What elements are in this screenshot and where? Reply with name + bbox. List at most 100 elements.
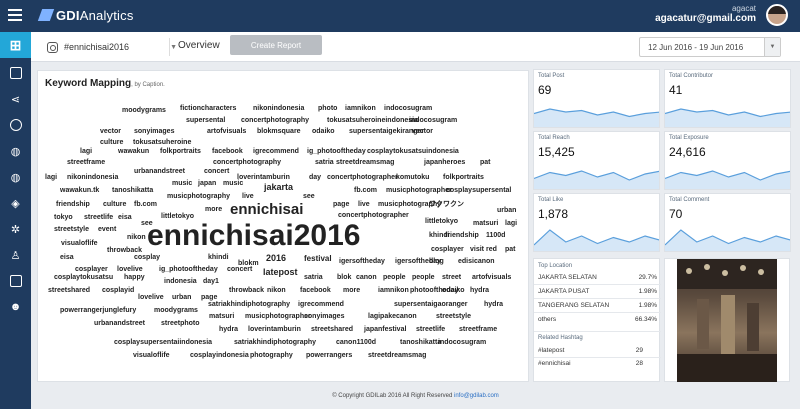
keyword-108[interactable]: happy	[124, 274, 145, 281]
keyword-103[interactable]: people	[383, 274, 406, 281]
keyword-143[interactable]: cosplaysupersentaiindonesia	[114, 339, 213, 346]
keyword-16[interactable]: vector	[412, 128, 434, 135]
keyword-83[interactable]: pat	[505, 246, 516, 253]
keyword-40[interactable]: folkportraits	[443, 174, 484, 181]
keyword-62[interactable]: urban	[497, 207, 517, 214]
sidebar-item-add[interactable]: ⊞	[0, 32, 31, 58]
keyword-46[interactable]: jakarta	[264, 182, 294, 192]
keyword-133[interactable]: lagipakecanon	[368, 313, 417, 320]
keyword-35[interactable]: nikonindonesia	[67, 174, 119, 181]
keyword-3[interactable]: photo	[318, 105, 338, 112]
keyword-52[interactable]: see	[303, 193, 315, 200]
keyword-142[interactable]: streetframe	[459, 326, 498, 333]
keyword-31[interactable]: pat	[480, 159, 491, 166]
hashtag-select[interactable]: #ennichisai2016 ▼	[47, 38, 177, 56]
footer-email-link[interactable]: info@gdilab.com	[454, 393, 499, 399]
sidebar-item-profile[interactable]: ☻	[0, 294, 31, 320]
keyword-54[interactable]: culture	[103, 201, 127, 208]
keyword-42[interactable]: japan	[198, 180, 217, 187]
menu-icon[interactable]	[8, 9, 22, 21]
keyword-125[interactable]: igrecommend	[298, 301, 344, 308]
keyword-86[interactable]: cosplay	[134, 254, 161, 261]
keyword-21[interactable]: folkportraits	[160, 148, 201, 155]
keyword-49[interactable]: cosplaysupersental	[446, 187, 512, 194]
keyword-106[interactable]: artofvisuals	[472, 274, 512, 281]
keyword-6[interactable]: supersental	[186, 117, 226, 124]
keyword-105[interactable]: street	[442, 274, 462, 281]
keyword-124[interactable]: satriakhindiphotography	[208, 301, 291, 308]
keyword-66[interactable]: littletokyo	[161, 213, 195, 220]
keyword-128[interactable]: powerrangerjunglefury	[60, 307, 137, 314]
keyword-60[interactable]: more	[205, 206, 223, 213]
keyword-74[interactable]: khindi	[429, 232, 450, 239]
keyword-102[interactable]: canon	[356, 274, 377, 281]
keyword-152[interactable]: streetdreamsmag	[368, 352, 427, 359]
sidebar-item-chart[interactable]	[0, 268, 31, 294]
keyword-41[interactable]: music	[172, 180, 193, 187]
keyword-61[interactable]: ennichisai	[230, 201, 304, 218]
keyword-123[interactable]: page	[201, 294, 218, 301]
stat-card-2[interactable]: Total Reach 15,425	[533, 131, 660, 190]
keyword-146[interactable]: tanoshikatta	[400, 339, 442, 346]
keyword-145[interactable]: canon1100d	[336, 339, 377, 346]
keyword-115[interactable]: facebook	[300, 287, 331, 294]
keyword-45[interactable]: tanoshikatta	[112, 187, 154, 194]
keyword-131[interactable]: musicphotographer	[245, 313, 311, 320]
hashtag-item[interactable]: #ennichisai 28	[538, 360, 643, 367]
keyword-25[interactable]: cosplaytokusatsuindonesia	[367, 148, 459, 155]
keyword-30[interactable]: japanheroes	[424, 159, 466, 166]
keyword-119[interactable]: odaiko	[442, 287, 465, 294]
tab-overview[interactable]: Overview	[178, 40, 220, 51]
keyword-0[interactable]: moodygrams	[122, 107, 166, 114]
keyword-12[interactable]: artofvisuals	[207, 128, 247, 135]
keyword-147[interactable]: indocosugram	[438, 339, 487, 346]
keyword-87[interactable]: khindi	[208, 254, 229, 261]
keyword-113[interactable]: throwback	[229, 287, 265, 294]
sidebar-item-settings[interactable]: ✲	[0, 216, 31, 242]
keyword-126[interactable]: supersentaigaoranger	[394, 301, 468, 308]
keyword-110[interactable]: day1	[203, 278, 219, 285]
keyword-120[interactable]: hydra	[470, 287, 490, 294]
keyword-121[interactable]: lovelive	[138, 294, 164, 301]
keyword-111[interactable]: streetshared	[48, 287, 91, 294]
chevron-down-icon[interactable]: ▼	[764, 38, 780, 56]
sidebar-item-list[interactable]	[0, 60, 31, 86]
keyword-20[interactable]: wawakun	[118, 148, 150, 155]
keyword-24[interactable]: ig_photooftheday	[307, 148, 366, 155]
keyword-117[interactable]: iamnikon	[378, 287, 409, 294]
keyword-107[interactable]: cosplaytokusatsu	[54, 274, 114, 281]
keyword-144[interactable]: satriakhindiphotography	[234, 339, 317, 346]
keyword-72[interactable]: streetstyle	[54, 226, 90, 233]
keyword-150[interactable]: photography	[250, 352, 293, 359]
keyword-70[interactable]: lagi	[505, 220, 518, 227]
post-photo[interactable]	[677, 259, 777, 382]
keyword-135[interactable]: urbanandstreet	[94, 320, 145, 327]
keyword-65[interactable]: eisa	[118, 214, 132, 221]
keyword-10[interactable]: vector	[100, 128, 122, 135]
keyword-57[interactable]: live	[358, 201, 370, 208]
stat-card-3[interactable]: Total Exposure 24,616	[664, 131, 791, 190]
keyword-99[interactable]: latepost	[263, 267, 298, 277]
sidebar-item-instagram[interactable]	[0, 112, 31, 138]
user-info[interactable]: agacat agacatur@gmail.com	[655, 4, 756, 24]
keyword-101[interactable]: blok	[337, 274, 352, 281]
keyword-138[interactable]: loverintamburin	[248, 326, 301, 333]
keyword-141[interactable]: streetlife	[416, 326, 446, 333]
keyword-96[interactable]: lovelive	[117, 266, 143, 273]
keyword-132[interactable]: sonyimages	[304, 313, 345, 320]
keyword-78[interactable]: ennichisai2016	[147, 219, 361, 252]
keyword-28[interactable]: satria	[315, 159, 334, 166]
keyword-69[interactable]: matsuri	[473, 220, 499, 227]
keyword-84[interactable]: throwback	[107, 247, 143, 254]
keyword-91[interactable]: igersoftheday	[339, 258, 385, 265]
keyword-137[interactable]: hydra	[219, 326, 239, 333]
keyword-15[interactable]: supersentaigekiranger	[349, 128, 425, 135]
keyword-4[interactable]: iamnikon	[345, 105, 376, 112]
keyword-63[interactable]: tokyo	[54, 214, 73, 221]
stat-card-4[interactable]: Total Like 1,878	[533, 193, 660, 252]
keyword-85[interactable]: eisa	[60, 254, 74, 261]
keyword-118[interactable]: photooftheday	[410, 287, 459, 294]
keyword-22[interactable]: facebook	[212, 148, 243, 155]
keyword-51[interactable]: live	[242, 193, 254, 200]
keyword-13[interactable]: blokmsquare	[257, 128, 301, 135]
